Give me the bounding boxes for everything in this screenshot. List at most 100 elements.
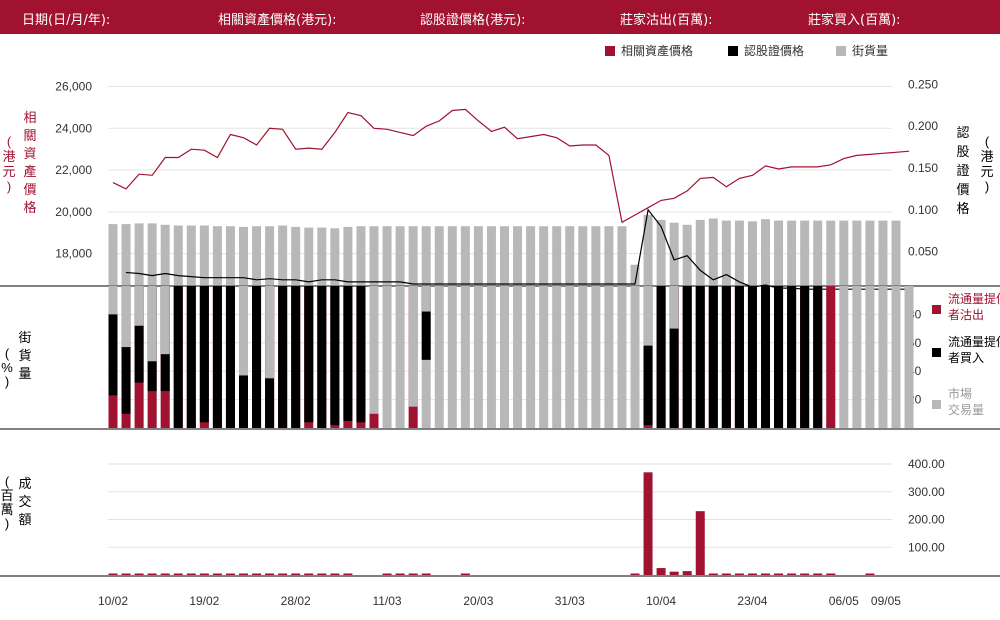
trade-legend-label: 市場交易量 — [948, 386, 984, 417]
market-volume-overlay — [239, 286, 248, 376]
outstanding-bar — [669, 222, 679, 285]
turnover-bar — [239, 573, 248, 575]
turnover-bar — [408, 573, 418, 575]
turnover-bar — [134, 573, 144, 575]
market-volume-overlay — [147, 286, 157, 362]
turnover-bar — [252, 573, 262, 575]
x-tick-label: 28/02 — [281, 594, 311, 608]
lp-buy-bar — [695, 286, 705, 428]
market-volume-bar — [878, 286, 888, 428]
turnover-bar — [317, 573, 327, 575]
turnover-bar — [865, 573, 875, 575]
outstanding-bar — [695, 219, 705, 285]
trade-legend-label: 流通量提供者沽出 — [948, 291, 1000, 322]
lp-buy-bar — [317, 286, 327, 428]
price-left-tick: 22,000 — [55, 163, 92, 177]
outstanding-bar — [539, 226, 549, 285]
asset-price-line — [112, 108, 910, 224]
outstanding-bar — [852, 220, 862, 285]
lp-buy-bar — [708, 286, 718, 428]
outstanding-bar — [604, 226, 614, 285]
market-volume-bar — [604, 286, 614, 428]
outstanding-bar — [317, 227, 327, 285]
lp-buy-bar — [669, 286, 679, 428]
market-volume-overlay — [160, 286, 170, 355]
turnover-bar — [787, 573, 797, 575]
lp-buy-bar — [121, 286, 131, 414]
issuer-buy-label: 莊家買入(百萬): — [808, 13, 901, 28]
outstanding-bar — [682, 224, 692, 285]
lp-buy-bar — [212, 286, 222, 428]
price-left-tick: 20,000 — [55, 205, 92, 219]
outstanding-bar — [395, 226, 405, 285]
turnover-bar — [734, 573, 744, 575]
turnover-tick: 300.00 — [908, 485, 945, 499]
outstanding-bar — [552, 226, 562, 285]
outstanding-bar — [526, 226, 536, 285]
outstanding-bar — [134, 223, 144, 285]
outstanding-bar — [800, 220, 810, 285]
outstanding-bar — [199, 225, 209, 285]
outstanding-bar — [643, 215, 653, 285]
turnover-bar — [291, 573, 301, 575]
outstanding-bar — [826, 220, 836, 285]
market-volume-bar — [552, 286, 562, 428]
outstanding-bar — [813, 220, 823, 285]
market-volume-bar — [852, 286, 862, 428]
outstanding-bar — [591, 226, 601, 285]
outstanding-bar — [252, 226, 262, 285]
price-left-tick: 24,000 — [55, 121, 92, 135]
outstanding-bar — [447, 226, 457, 285]
outstanding-bar — [617, 226, 627, 285]
market-volume-bar — [460, 286, 470, 428]
outstanding-bar — [630, 264, 640, 285]
lp-buy-bar — [682, 286, 692, 428]
lp-buy-bar — [173, 286, 183, 428]
turnover-bar — [108, 573, 118, 575]
lp-buy-bar — [356, 286, 366, 423]
lp-buy-bar — [304, 286, 314, 423]
market-volume-bar — [382, 286, 392, 428]
outstanding-bar — [278, 225, 288, 285]
outstanding-bar — [212, 226, 222, 285]
warrant-price-label: 認股證價格(港元): — [420, 13, 526, 28]
market-volume-bar — [473, 286, 483, 428]
turnover-bar — [225, 573, 235, 575]
market-volume-bar — [904, 286, 914, 428]
outstanding-bar — [734, 220, 744, 285]
outstanding-bar — [774, 220, 784, 285]
lp-buy-bar — [721, 286, 731, 428]
asset-price-label: 相關資產價格(港元): — [218, 13, 337, 28]
lp-buy-bar — [252, 286, 262, 428]
turnover-tick: 100.00 — [908, 540, 945, 554]
turnover-bar — [747, 573, 757, 575]
lp-buy-bar — [813, 286, 823, 428]
lp-buy-bar — [734, 286, 744, 428]
x-tick-label: 06/05 — [829, 594, 859, 608]
turnover-bar — [695, 511, 705, 575]
turnover-bar — [160, 573, 170, 575]
x-tick-label: 11/03 — [372, 594, 401, 608]
turnover-bar — [774, 573, 784, 575]
turnover-bar — [343, 573, 353, 575]
market-volume-bar — [539, 286, 549, 428]
market-volume-overlay — [643, 286, 653, 346]
price-left-tick: 26,000 — [55, 79, 92, 93]
x-tick-label: 31/03 — [555, 594, 585, 608]
legend-swatch — [836, 46, 846, 56]
outstanding-bar — [173, 225, 183, 285]
market-volume-overlay — [108, 286, 118, 315]
lp-buy-bar — [656, 286, 666, 428]
trade-axis-label: 街貨量 — [18, 330, 31, 381]
lp-buy-bar — [108, 286, 118, 396]
turnover-bar — [278, 573, 288, 575]
turnover-bar — [813, 573, 823, 575]
outstanding-bar — [460, 226, 470, 285]
turnover-bar — [708, 573, 718, 575]
turnover-axis-unit: (百萬) — [0, 474, 13, 531]
outstanding-bar — [239, 226, 248, 285]
legend-label: 相關資產價格 — [621, 43, 693, 58]
turnover-bar — [421, 573, 431, 575]
market-volume-bar — [578, 286, 588, 428]
market-volume-overlay — [265, 286, 275, 379]
